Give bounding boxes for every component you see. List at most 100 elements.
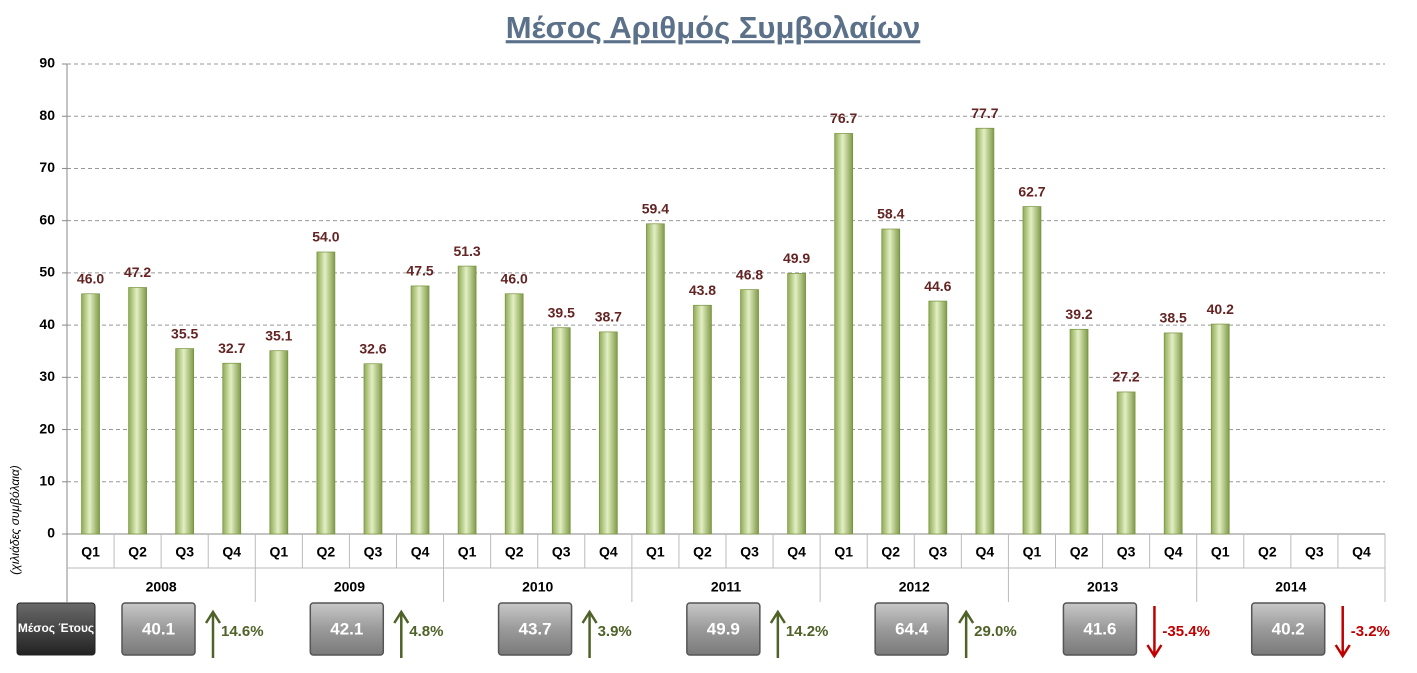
year-label: 2010 <box>522 579 553 595</box>
arrow-part <box>1146 644 1163 659</box>
bar <box>269 350 289 535</box>
bar <box>1163 332 1183 535</box>
average-value: 49.9 <box>707 619 740 638</box>
x-tick-label: Q3 <box>364 544 383 560</box>
arrow-part <box>581 609 598 624</box>
value-label: 76.7 <box>830 110 857 126</box>
change-arrow <box>204 609 222 658</box>
value-label: 46.0 <box>77 270 104 286</box>
chart-title: Μέσος Αριθμός Συμβολαίων <box>506 10 921 45</box>
x-tick-label: Q3 <box>1117 544 1136 560</box>
bar <box>881 228 901 535</box>
value-label: 39.2 <box>1065 306 1092 322</box>
value-label: 62.7 <box>1018 183 1045 199</box>
y-axis-label: (χιλιάδες συμβόλαια) <box>8 465 22 574</box>
x-tick-label: Q2 <box>317 544 336 560</box>
change-arrow <box>581 609 598 658</box>
bar <box>740 289 759 535</box>
average-value: 43.7 <box>519 619 552 638</box>
annual-label-box <box>16 602 96 656</box>
average-value: 40.2 <box>1272 619 1305 638</box>
bar <box>1116 391 1136 535</box>
x-tick-label: Q3 <box>740 544 759 560</box>
value-label: 32.6 <box>359 340 386 356</box>
change-label: 3.9% <box>598 623 632 640</box>
arrow-part <box>769 609 786 624</box>
change-label: 14.2% <box>786 623 829 640</box>
x-tick-label: Q3 <box>928 544 947 560</box>
value-label: 44.6 <box>924 278 951 294</box>
value-label: 40.2 <box>1207 301 1234 317</box>
value-label: 27.2 <box>1112 369 1139 385</box>
x-tick-label: Q1 <box>269 544 288 560</box>
x-tick-label: Q4 <box>976 544 995 560</box>
bar <box>693 304 712 535</box>
change-arrow <box>769 609 786 658</box>
bar <box>646 223 665 535</box>
y-tick-label: 50 <box>39 264 55 280</box>
value-label: 35.5 <box>171 325 198 341</box>
value-label: 38.7 <box>595 309 622 325</box>
year-label: 2008 <box>146 579 177 595</box>
bar <box>457 265 477 535</box>
value-label: 49.9 <box>783 250 810 266</box>
x-tick-label: Q1 <box>646 544 665 560</box>
bar <box>834 133 854 535</box>
x-tick-label: Q2 <box>693 544 712 560</box>
x-tick-label: Q1 <box>1023 544 1042 560</box>
average-box <box>497 602 573 656</box>
value-label: 58.4 <box>877 206 904 222</box>
average-value: 41.6 <box>1083 619 1116 638</box>
x-tick-label: Q4 <box>787 544 806 560</box>
bar <box>81 293 100 535</box>
value-label: 54.0 <box>312 229 339 245</box>
x-tick-label: Q2 <box>1258 544 1277 560</box>
value-label: 51.3 <box>453 243 480 259</box>
x-tick-label: Q2 <box>505 544 524 560</box>
x-tick-label: Q4 <box>222 544 241 560</box>
year-label: 2009 <box>334 579 365 595</box>
value-label: 38.5 <box>1160 310 1187 326</box>
year-label: 2014 <box>1275 579 1306 595</box>
value-label: 46.0 <box>501 270 528 286</box>
value-label: 35.1 <box>265 327 292 343</box>
y-tick-label: 60 <box>39 211 55 227</box>
bar <box>363 363 383 535</box>
bar <box>175 348 195 535</box>
change-label: -3.2% <box>1351 623 1390 640</box>
x-tick-label: Q3 <box>1305 544 1324 560</box>
x-tick-label: Q4 <box>599 544 618 560</box>
bar <box>975 127 995 535</box>
annual-label: Μέσος Έτους <box>18 621 94 635</box>
x-tick-label: Q2 <box>128 544 147 560</box>
change-label: -35.4% <box>1162 623 1210 640</box>
y-tick-label: 40 <box>39 316 55 332</box>
bar <box>222 362 242 535</box>
y-tick-label: 20 <box>39 420 55 436</box>
average-box <box>686 602 761 656</box>
x-tick-label: Q2 <box>1070 544 1089 560</box>
average-box <box>1062 602 1138 656</box>
value-label: 77.7 <box>971 105 998 121</box>
change-arrow <box>1146 606 1163 659</box>
change-label: 29.0% <box>974 623 1017 640</box>
x-tick-label: Q4 <box>1164 544 1183 560</box>
value-label: 39.5 <box>548 304 575 320</box>
year-label: 2012 <box>899 579 930 595</box>
bar <box>1022 206 1042 535</box>
x-tick-label: Q4 <box>1352 544 1371 560</box>
x-tick-label: Q1 <box>458 544 477 560</box>
bar <box>1210 323 1230 535</box>
average-value: 40.1 <box>142 619 175 638</box>
arrow-part <box>393 609 410 624</box>
x-tick-label: Q3 <box>552 544 571 560</box>
year-label: 2011 <box>711 579 742 595</box>
arrow-part <box>958 609 975 624</box>
change-arrow <box>393 609 410 658</box>
value-label: 43.8 <box>689 282 716 298</box>
average-value: 64.4 <box>895 619 929 638</box>
x-tick-label: Q3 <box>175 544 194 560</box>
value-label: 47.2 <box>124 264 151 280</box>
x-tick-label: Q2 <box>881 544 900 560</box>
x-tick-label: Q1 <box>1211 544 1230 560</box>
